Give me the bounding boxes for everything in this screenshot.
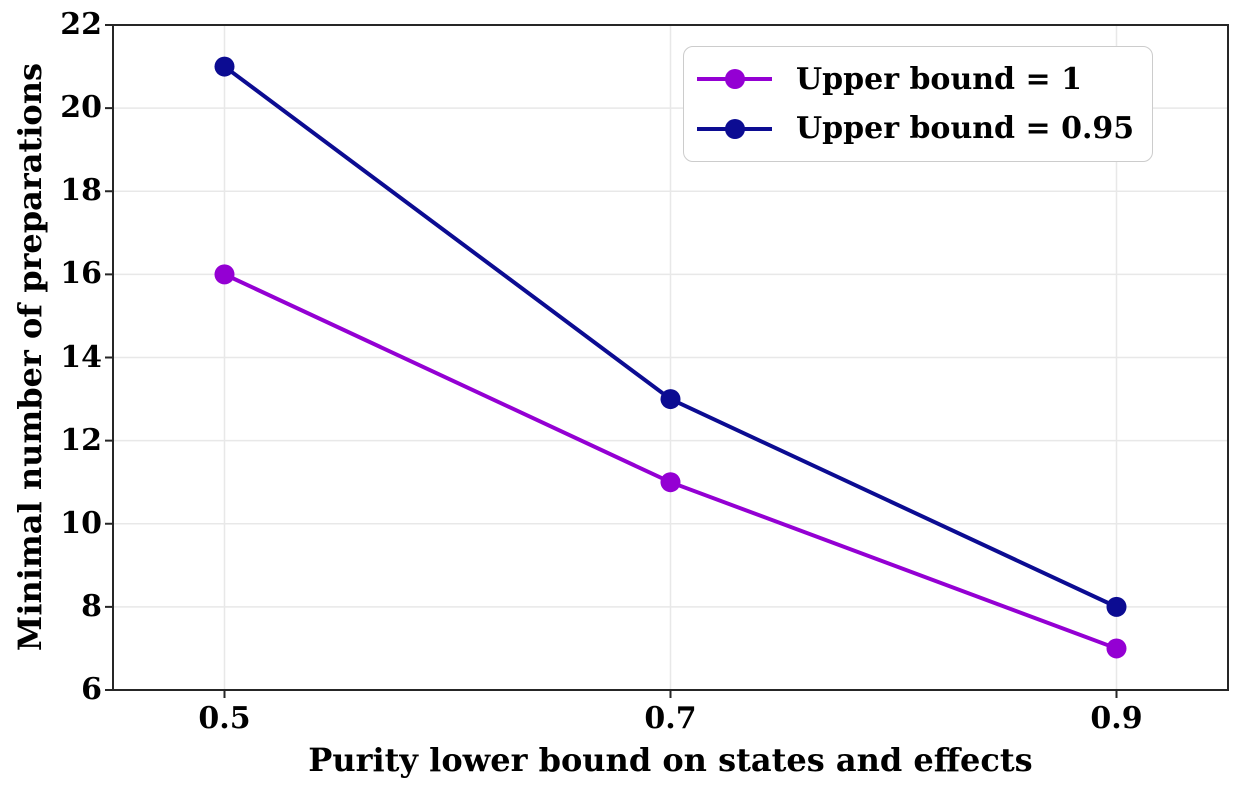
y-tick-label: 6 bbox=[81, 672, 102, 707]
legend-marker-dot-icon bbox=[724, 118, 745, 139]
y-tick-label: 16 bbox=[60, 256, 102, 292]
y-tick-label: 10 bbox=[60, 505, 102, 541]
legend-entry: Upper bound = 0.95 bbox=[697, 111, 1152, 146]
y-tick-label: 18 bbox=[60, 173, 102, 209]
y-tick-label: 20 bbox=[60, 90, 102, 126]
y-tick-label: 22 bbox=[60, 7, 102, 42]
legend-label: Upper bound = 0.95 bbox=[796, 111, 1135, 147]
x-axis-label: Purity lower bound on states and effects bbox=[308, 741, 1033, 779]
data-point-marker bbox=[1106, 596, 1127, 617]
legend: Upper bound = 1 Upper bound = 0.95 bbox=[683, 46, 1153, 162]
x-tick-label: 0.9 bbox=[1090, 701, 1143, 736]
data-point-marker bbox=[1106, 638, 1127, 659]
data-point-marker bbox=[660, 472, 681, 493]
y-tick-label: 12 bbox=[60, 422, 102, 458]
y-tick-label: 8 bbox=[81, 588, 102, 624]
data-point-marker bbox=[214, 264, 235, 285]
x-tick-label: 0.7 bbox=[644, 701, 697, 736]
data-point-marker bbox=[214, 56, 235, 77]
legend-line-sample bbox=[697, 69, 772, 90]
y-tick-label: 14 bbox=[60, 339, 102, 375]
x-tick-label: 0.5 bbox=[198, 701, 251, 736]
legend-line-sample bbox=[697, 118, 772, 139]
legend-marker-dot-icon bbox=[724, 69, 745, 90]
legend-entry: Upper bound = 1 bbox=[697, 62, 1152, 97]
legend-label: Upper bound = 1 bbox=[796, 61, 1082, 97]
data-point-marker bbox=[660, 389, 681, 410]
